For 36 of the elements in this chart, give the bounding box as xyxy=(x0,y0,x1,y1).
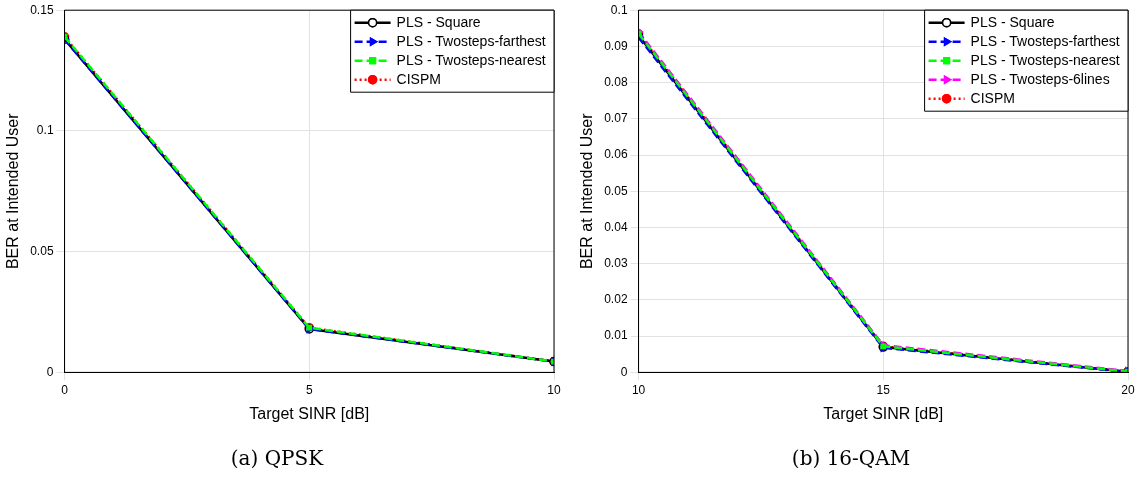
y-tick-label: 0.05 xyxy=(604,183,628,198)
legend-label: CISPM xyxy=(970,89,1015,106)
y-axis-title: BER at Intended User xyxy=(578,112,596,270)
y-tick-label: 0.03 xyxy=(604,256,628,271)
text: (b) 16-QAM xyxy=(791,446,911,471)
y-tick-label: 0 xyxy=(620,364,628,379)
legend-label: PLS - Twosteps-farthest xyxy=(396,32,546,49)
y-tick-label: 0.07 xyxy=(604,111,628,126)
x-tick-label: 20 xyxy=(1121,382,1135,397)
legend-label: PLS - Twosteps-6lines xyxy=(970,70,1110,87)
legend-label: PLS - Square xyxy=(396,13,481,30)
y-tick-label: 0.06 xyxy=(604,147,628,162)
y-tick-label: 0.15 xyxy=(30,2,54,17)
x-axis-title: Target SINR [dB] xyxy=(823,404,944,422)
legend-label: CISPM xyxy=(396,70,441,87)
y-tick-label: 0.01 xyxy=(604,328,628,343)
legend-label: PLS - Twosteps-nearest xyxy=(396,51,546,68)
y-tick-label: 0 xyxy=(46,364,54,379)
legend-label: PLS - Twosteps-farthest xyxy=(970,32,1120,49)
x-tick-label: 10 xyxy=(631,382,646,397)
x-tick-label: 15 xyxy=(876,382,891,397)
x-tick-label: 5 xyxy=(305,382,313,397)
legend-label: PLS - Square xyxy=(970,13,1055,30)
x-axis-title: Target SINR [dB] xyxy=(249,404,370,422)
x-tick-label: 10 xyxy=(547,382,561,397)
y-tick-label: 0.02 xyxy=(604,292,628,307)
x-tick-label: 0 xyxy=(61,382,69,397)
y-axis-title: BER at Intended User xyxy=(4,112,22,270)
y-tick-label: 0.08 xyxy=(604,74,628,89)
y-tick-label: 0.1 xyxy=(610,2,628,17)
legend-label: PLS - Twosteps-nearest xyxy=(970,51,1120,68)
y-tick-label: 0.1 xyxy=(36,123,54,138)
y-tick-label: 0.05 xyxy=(30,243,54,258)
y-tick-label: 0.09 xyxy=(604,38,628,53)
text: (a) QPSK xyxy=(230,446,325,471)
y-tick-label: 0.04 xyxy=(604,219,628,234)
